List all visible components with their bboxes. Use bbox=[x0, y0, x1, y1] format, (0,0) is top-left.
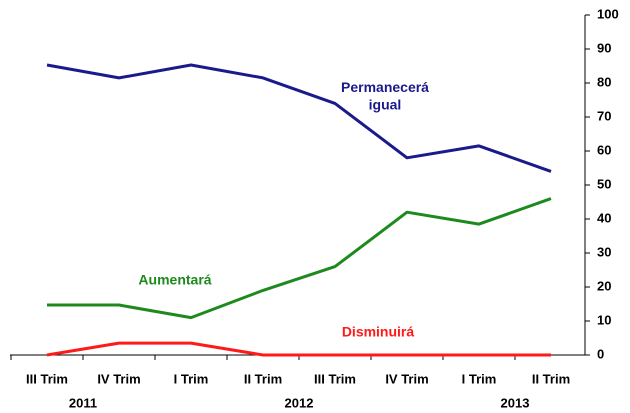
x-tick-label: III Trim bbox=[26, 371, 68, 386]
y-tick-label: 20 bbox=[597, 278, 611, 293]
year-label: 2012 bbox=[285, 395, 314, 410]
series-line bbox=[46, 341, 551, 357]
y-tick-label: 70 bbox=[597, 108, 611, 123]
y-tick-label: 100 bbox=[597, 6, 619, 21]
series-label: Disminuirá bbox=[342, 324, 415, 340]
x-tick-label: IV Trim bbox=[97, 371, 140, 386]
y-tick-label: 10 bbox=[597, 312, 611, 327]
series-line bbox=[46, 63, 552, 173]
y-tick-label: 0 bbox=[597, 346, 604, 361]
y-tick-label: 30 bbox=[597, 244, 611, 259]
year-label: 2013 bbox=[501, 395, 530, 410]
x-tick-label: IV Trim bbox=[385, 371, 428, 386]
x-tick-label: III Trim bbox=[314, 371, 356, 386]
x-tick-label: I Trim bbox=[174, 371, 209, 386]
y-tick-label: 50 bbox=[597, 176, 611, 191]
x-tick-label: II Trim bbox=[244, 371, 282, 386]
y-tick-label: 90 bbox=[597, 40, 611, 55]
y-tick-label: 60 bbox=[597, 142, 611, 157]
series-line bbox=[47, 197, 552, 320]
series-label: Permanecerá igual bbox=[341, 79, 429, 113]
x-tick-label: I Trim bbox=[462, 371, 497, 386]
series-label: Aumentará bbox=[138, 272, 211, 288]
x-tick-label: II Trim bbox=[532, 371, 570, 386]
year-label: 2011 bbox=[69, 395, 97, 410]
y-tick-label: 80 bbox=[597, 74, 611, 89]
y-tick-label: 40 bbox=[597, 210, 611, 225]
